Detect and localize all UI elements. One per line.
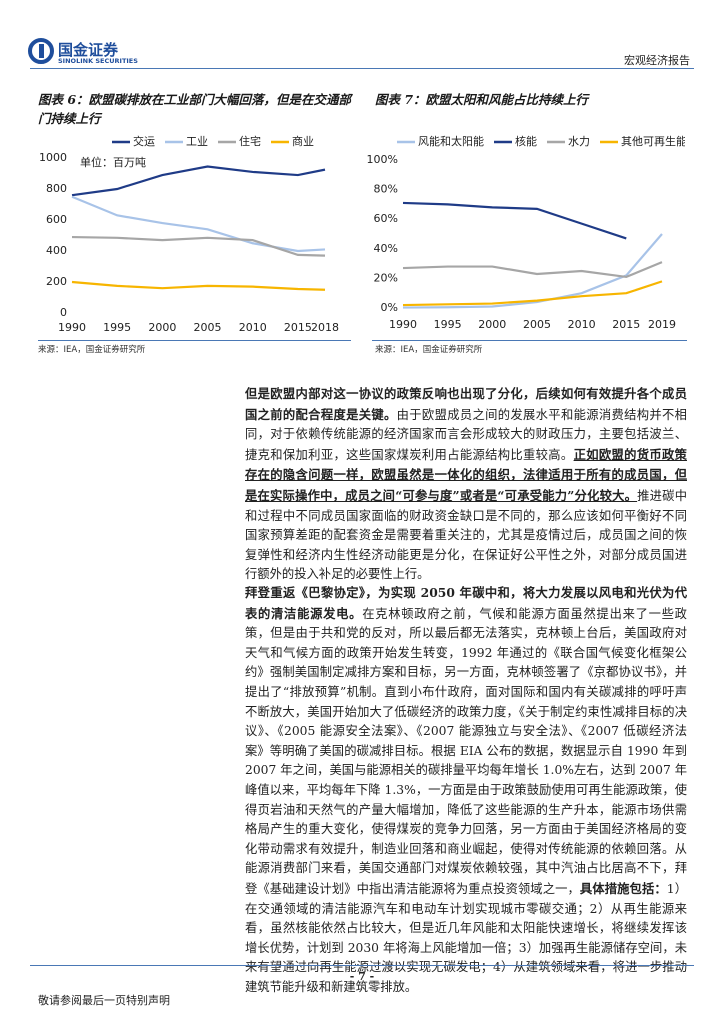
legend-label: 住宅: [239, 134, 261, 148]
paragraph: 拜登重返《巴黎协定》，为实现 2050 年碳中和，将大力发展以风电和光伏为代表的…: [245, 583, 687, 997]
x-tick-label: 2005: [194, 321, 222, 334]
legend-label: 其他可再生能源: [621, 134, 685, 148]
x-tick-label: 2015: [612, 318, 640, 331]
figure-source: 来源：IEA，国金证券研究所: [375, 345, 483, 355]
series-line: [71, 235, 326, 257]
legend-label: 交运: [133, 134, 155, 148]
series-line: [402, 280, 663, 307]
x-tick-label: 1995: [434, 318, 462, 331]
x-tick-label: 1995: [103, 321, 131, 334]
y-tick-label: 0%: [381, 301, 398, 314]
x-tick-label: 2015: [284, 321, 312, 334]
x-tick-label: 2018: [311, 321, 339, 334]
header-rule: [30, 68, 694, 69]
legend-label: 水力: [568, 135, 590, 148]
series-line: [71, 280, 326, 291]
x-tick-label: 2019: [648, 318, 676, 331]
figure-rule: [372, 340, 687, 341]
chart: 0 200 400 600 800 1000 1990 1995 2000 2005 2010 201…: [39, 134, 339, 334]
y-tick-label: 1000: [39, 151, 67, 164]
paragraph: 但是欧盟内部对这一协议的政策反响也出现了分化，后续如何有效提升各个成员国之前的配…: [245, 384, 687, 585]
series-line: [71, 195, 326, 253]
logo-icon: [28, 38, 54, 64]
y-tick-label: 400: [46, 244, 67, 257]
y-tick-label: 60%: [374, 212, 398, 225]
text-run: 但是欧盟内部对这一协议的政策反响也出现了分化，后续如何有效提升各个成员国之前的配…: [245, 386, 687, 422]
x-tick-label: 1990: [389, 318, 417, 331]
text-run: 由于欧盟成员之间的发展水平和能源消费结构并不相同，对于依赖传统能源的经济国家而言…: [245, 407, 687, 462]
text-run: 具体措施包括：: [579, 880, 667, 896]
y-tick-label: 800: [46, 182, 67, 195]
series-line: [402, 261, 663, 279]
footer-rule: [30, 965, 694, 966]
text-run: 拜登重返《巴黎协定》，为实现 2050 年碳中和，将大力发展以风电和光伏为代表的…: [245, 585, 687, 621]
text-run: 在克林顿政府之前，气候和能源方面虽然提出来了一些政策，但是由于共和党的反对，所以…: [245, 606, 687, 896]
y-tick-label: 600: [46, 213, 67, 226]
legend-label: 风能和太阳能: [418, 134, 484, 148]
x-tick-label: 2010: [568, 318, 596, 331]
figure-title: 图表 6：欧盟碳排放在工业部门大幅回落，但是在交通部门持续上行: [38, 92, 352, 126]
disclaimer: 敬请参阅最后一页特别声明: [38, 994, 170, 1007]
text-run: 1）在交通领域的清洁能源汽车和电动车计划实现城市零碳交通；2）从再生能源来看，虽…: [245, 881, 687, 994]
text-run: 正如欧盟的货币政策存在的隐含问题一样，欧盟虽然是一体化的组织，法律适用于所有的成…: [245, 446, 687, 503]
legend-label: 工业: [186, 135, 208, 148]
figure-source: 来源：IEA，国金证券研究所: [38, 345, 146, 355]
logo-en: SINOLINK SECURITIES: [58, 57, 138, 65]
x-tick-label: 2005: [523, 318, 551, 331]
report-type: 宏观经济报告: [624, 54, 690, 67]
x-tick-label: 2000: [478, 318, 506, 331]
figure-rule: [38, 340, 351, 341]
x-tick-label: 1990: [58, 321, 86, 334]
x-tick-label: 2010: [239, 321, 267, 334]
y-tick-label: 40%: [374, 242, 398, 255]
y-tick-label: 20%: [374, 271, 398, 284]
y-tick-label: 100%: [367, 153, 398, 166]
legend-label: 商业: [292, 134, 314, 148]
y-tick-label: 0: [60, 306, 67, 319]
figure-title: 图表 7：欧盟太阳和风能占比持续上行: [375, 92, 589, 107]
chart: 0% 20% 40% 60% 80% 100% 1990 1995 2000 2005 2010 20…: [367, 134, 685, 331]
series-line: [402, 233, 663, 309]
x-tick-label: 2000: [148, 321, 176, 334]
annotation: 单位：百万吨: [80, 155, 146, 169]
text-run: 推进碳中和过程中不同成员国家面临的财政资金缺口是不同的，那么应该如何平衡好不同国…: [245, 488, 687, 582]
logo-cn: 国金证券: [58, 41, 119, 59]
page-number: - 7 -: [349, 970, 375, 983]
series-line: [71, 165, 326, 197]
legend-label: 核能: [515, 134, 537, 148]
y-tick-label: 200: [46, 275, 67, 288]
y-tick-label: 80%: [374, 183, 398, 196]
series-line: [402, 201, 627, 240]
